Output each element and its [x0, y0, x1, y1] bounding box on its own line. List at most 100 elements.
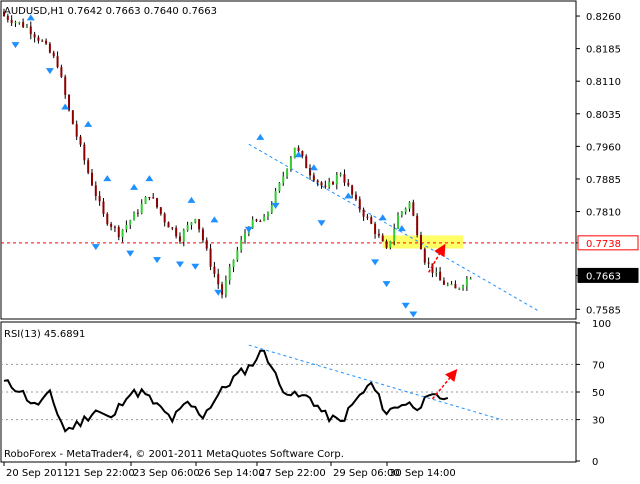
fractal-up-icon — [26, 14, 35, 21]
candle-body — [14, 22, 17, 24]
price-tick-label: 0.7663 — [586, 271, 621, 282]
candle-body — [309, 168, 312, 176]
candle-body — [194, 219, 197, 223]
candle-body — [156, 198, 159, 208]
candle-body — [385, 241, 388, 248]
candle-body — [354, 194, 357, 200]
candle-body — [320, 182, 323, 186]
fractal-down-icon — [153, 257, 162, 264]
candle-body — [263, 216, 266, 222]
price-pane-frame — [0, 0, 577, 320]
candle-body — [94, 185, 97, 196]
candle-body — [90, 172, 93, 186]
candle-body — [278, 182, 281, 191]
candle-body — [412, 202, 415, 216]
candle-body — [52, 52, 55, 57]
fractal-down-icon — [126, 250, 135, 257]
price-tick-label: 0.7738 — [586, 239, 621, 250]
candle-body — [201, 229, 204, 241]
fractal-down-icon — [91, 244, 100, 251]
rsi-tick-label: 50 — [592, 388, 605, 399]
rsi-tick-label: 100 — [592, 319, 611, 330]
candle-body — [75, 124, 78, 137]
fractal-down-icon — [11, 42, 20, 49]
candle-body — [10, 19, 13, 23]
candle-body — [351, 185, 354, 195]
candle-body — [110, 223, 113, 227]
candle-body — [56, 56, 59, 68]
candle-body — [312, 175, 315, 181]
candle-body — [282, 176, 285, 183]
fractal-up-icon — [210, 216, 219, 223]
candle-body — [163, 213, 166, 223]
fractal-down-icon — [317, 220, 326, 227]
candle-body — [136, 212, 139, 214]
price-tick-label: 0.7885 — [586, 175, 621, 186]
candle-body — [41, 40, 44, 42]
rsi-tick-label: 70 — [592, 360, 605, 371]
candle-body — [221, 284, 224, 295]
time-tick-label: 29 Sep 06:00 — [333, 468, 400, 479]
candle-body — [87, 160, 90, 173]
candle-body — [198, 219, 201, 230]
rsi-axis: 100 70 50 30 0 — [576, 319, 611, 468]
candle-body — [79, 136, 82, 145]
candle-body — [22, 22, 25, 28]
candle-body — [60, 67, 63, 77]
candle-body — [175, 227, 178, 237]
candle-body — [190, 222, 193, 226]
candle-body — [408, 202, 411, 209]
candle-body — [274, 190, 277, 205]
candle-body — [6, 16, 9, 20]
candle-body — [125, 224, 128, 230]
fractal-down-icon — [175, 261, 184, 268]
candle-body — [178, 236, 181, 242]
candle-body — [228, 267, 231, 281]
candle-body — [159, 207, 162, 214]
candle-body — [182, 230, 185, 242]
candle-body — [140, 203, 143, 214]
candle-body — [381, 235, 384, 242]
candle-body — [98, 195, 101, 202]
candle-body — [83, 144, 86, 161]
candle-body — [404, 208, 407, 212]
time-tick-label: 26 Sep 14:00 — [198, 468, 265, 479]
fractal-down-icon — [271, 202, 280, 209]
candle-body — [129, 220, 132, 225]
candle-body — [347, 182, 350, 186]
price-tick-label: 0.8110 — [586, 77, 621, 88]
candle-body — [393, 228, 396, 242]
candle-body — [343, 174, 346, 183]
candle-body — [431, 263, 434, 273]
candle-body — [213, 266, 216, 274]
fractal-up-icon — [309, 164, 318, 171]
candle-body — [397, 215, 400, 229]
candle-body — [205, 240, 208, 249]
candle-body — [244, 233, 247, 241]
candle-body — [232, 259, 235, 268]
price-tick-label: 0.7960 — [586, 142, 621, 153]
candle-body — [45, 40, 48, 44]
candle-body — [29, 26, 32, 35]
fractal-down-icon — [382, 281, 391, 288]
candle-body — [427, 262, 430, 264]
rsi-line — [3, 349, 449, 433]
rsi-trendline — [248, 344, 502, 421]
time-tick-label: 23 Sep 06:00 — [133, 468, 200, 479]
fractal-up-icon — [103, 175, 112, 182]
fractal-up-icon — [344, 192, 353, 199]
candle-body — [209, 248, 212, 267]
fractal-up-icon — [84, 120, 93, 127]
candle-body — [102, 201, 105, 214]
candle-body — [316, 180, 319, 183]
candle-body — [25, 26, 28, 28]
candle-body — [121, 229, 124, 238]
symbol-header: AUDUSD,H1 0.7642 0.7663 0.7640 0.7663 — [4, 6, 217, 17]
candle-body — [324, 185, 327, 187]
candle-body — [450, 284, 453, 286]
candle-body — [286, 169, 289, 177]
candle-body — [339, 174, 342, 176]
candle-body — [305, 156, 308, 169]
